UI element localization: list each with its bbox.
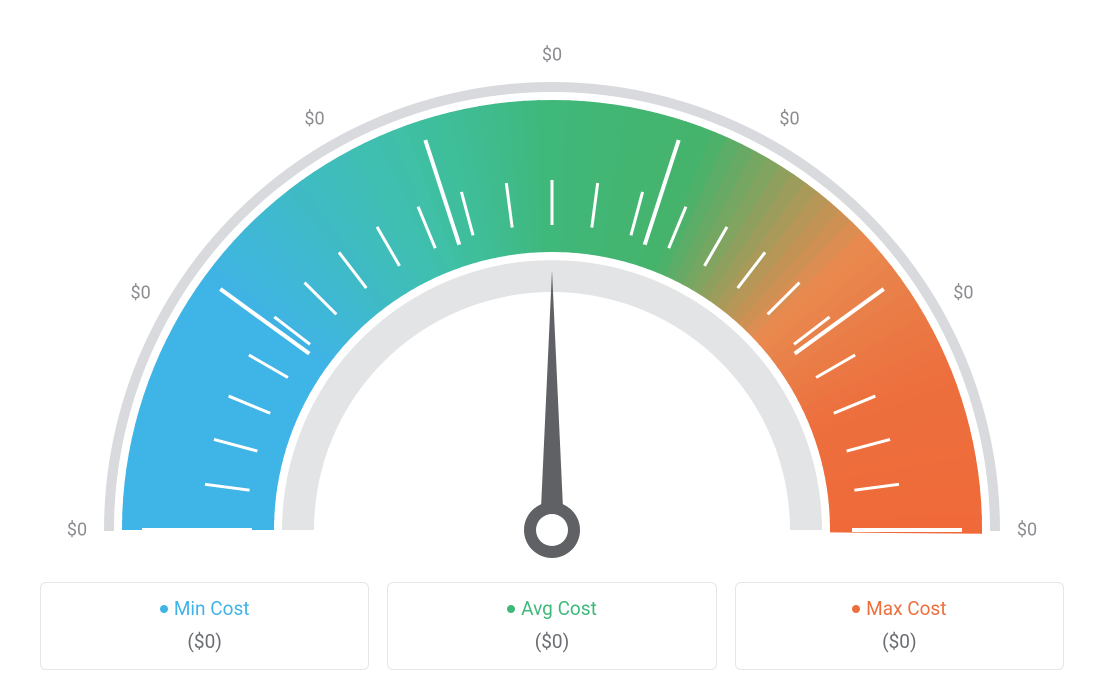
gauge-scale-label: $0 [304, 108, 324, 129]
legend-row: Min Cost ($0) Avg Cost ($0) Max Cost ($0… [40, 582, 1064, 670]
legend-card-max: Max Cost ($0) [735, 582, 1064, 670]
gauge-svg [0, 0, 1104, 570]
legend-avg-value: ($0) [398, 630, 705, 653]
dot-icon [160, 605, 168, 613]
dot-icon [852, 605, 860, 613]
gauge-scale-label: $0 [131, 282, 151, 303]
legend-title-max: Max Cost [746, 597, 1053, 620]
gauge-scale-label: $0 [1017, 520, 1037, 541]
legend-card-min: Min Cost ($0) [40, 582, 369, 670]
legend-title-min: Min Cost [51, 597, 358, 620]
legend-title-avg: Avg Cost [398, 597, 705, 620]
legend-min-value: ($0) [51, 630, 358, 653]
legend-max-value: ($0) [746, 630, 1053, 653]
gauge-scale-label: $0 [67, 520, 87, 541]
gauge-scale-label: $0 [779, 108, 799, 129]
dot-icon [507, 605, 515, 613]
legend-card-avg: Avg Cost ($0) [387, 582, 716, 670]
legend-min-label: Min Cost [174, 597, 250, 620]
legend-avg-label: Avg Cost [521, 597, 597, 620]
gauge-scale-label: $0 [542, 45, 562, 66]
gauge-scale-label: $0 [953, 282, 973, 303]
legend-max-label: Max Cost [866, 597, 946, 620]
cost-gauge-widget: $0 $0 $0 $0 $0 $0 $0 Min Cost ($0) Avg Cost ($… [0, 0, 1104, 690]
gauge-area: $0 $0 $0 $0 $0 $0 $0 [0, 0, 1104, 570]
